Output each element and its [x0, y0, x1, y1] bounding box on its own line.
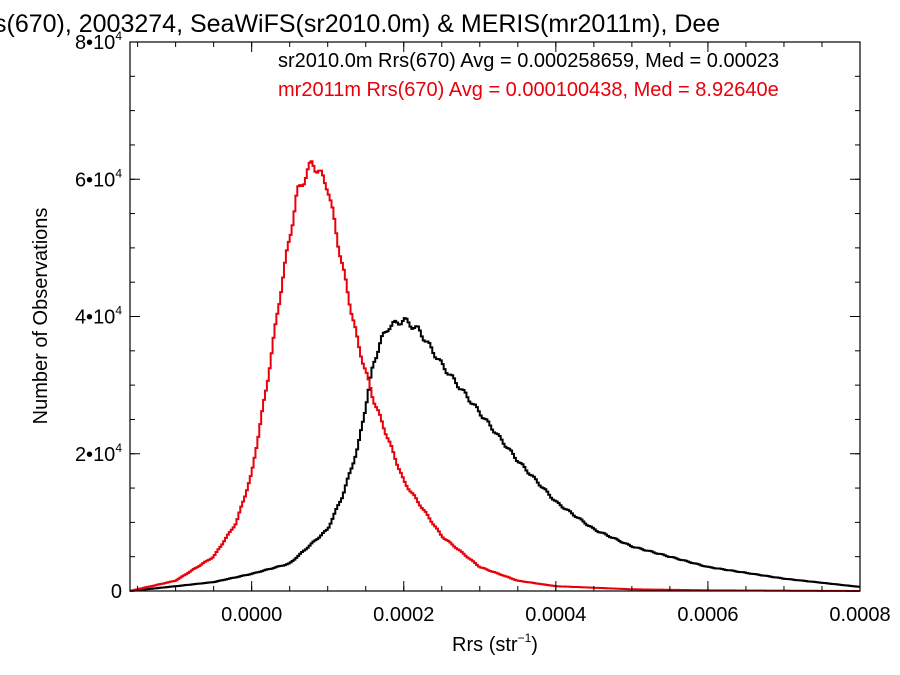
x-tick-label: 0.0002	[373, 604, 434, 626]
x-axis-label-main: Rrs (str	[452, 634, 518, 656]
chart-title: s(670), 2003274, SeaWiFS(sr2010.0m) & ME…	[0, 10, 720, 38]
y-axis-label: Number of Observations	[30, 208, 52, 425]
annotation-sr2010: sr2010.0m Rrs(670) Avg = 0.000258659, Me…	[278, 50, 779, 72]
plot-area	[130, 160, 860, 592]
x-tick-label: 0.0006	[677, 604, 738, 626]
y-tick-label: 0	[111, 581, 122, 603]
x-axis-label: Rrs (str−1)	[452, 631, 538, 656]
histogram-series-2	[130, 160, 860, 592]
annotation-mr2011: mr2011m Rrs(670) Avg = 0.000100438, Med …	[278, 79, 779, 101]
axis-ticks: 0.0000 0.0002 0.0004 0.0006 0.0008 0 2•104 4•10…	[75, 29, 891, 626]
histogram-series-1	[130, 317, 860, 592]
y-tick-label: 4•104	[75, 304, 122, 329]
x-tick-label: 0.0004	[525, 604, 586, 626]
x-axis-label-close: )	[531, 634, 538, 656]
y-tick-label: 8•104	[75, 29, 122, 54]
x-tick-label: 0.0000	[221, 604, 282, 626]
y-tick-label: 2•104	[75, 441, 122, 466]
x-axis-label-sup: −1	[518, 631, 532, 645]
x-tick-label: 0.0008	[829, 604, 890, 626]
y-tick-label: 6•104	[75, 166, 122, 191]
